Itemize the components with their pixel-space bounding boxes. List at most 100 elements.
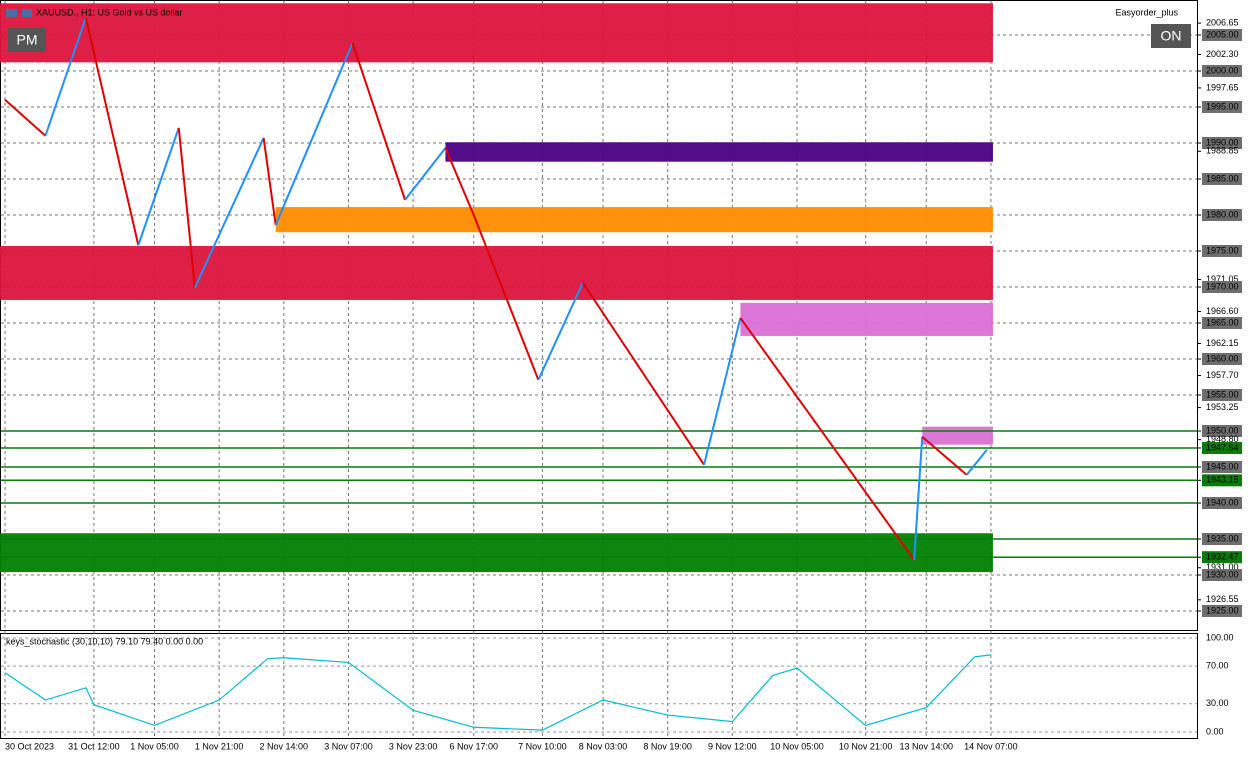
tick-box — [1202, 474, 1242, 487]
price-label: 1926.55 — [1206, 594, 1239, 604]
zigzag-segment — [581, 282, 705, 466]
stoch-label: 0.00 — [1206, 726, 1224, 736]
zigzag-segment — [921, 435, 968, 476]
price-label: 1948.80 — [1206, 434, 1239, 444]
tick-box — [1202, 460, 1242, 473]
price-label: 2005.00 — [1206, 29, 1239, 39]
price-label: 1932.47 — [1206, 552, 1239, 562]
tick-box — [1202, 604, 1242, 617]
tick-box — [1202, 280, 1242, 293]
zigzag-segment — [472, 214, 540, 381]
price-label: 1997.65 — [1206, 82, 1239, 92]
price-label: 2002.30 — [1206, 49, 1239, 59]
price-label: 1985.00 — [1206, 173, 1239, 183]
zigzag-segment — [4, 99, 47, 137]
pm-button-label[interactable]: PM — [17, 32, 38, 48]
price-label: 1925.00 — [1206, 605, 1239, 615]
stoch-label: 100.00 — [1206, 632, 1234, 642]
zone — [275, 207, 993, 233]
on-button[interactable] — [1151, 24, 1191, 48]
time-label: 13 Nov 14:00 — [900, 741, 954, 751]
zone — [0, 3, 993, 63]
price-label: 2000.00 — [1206, 65, 1239, 75]
price-label: 1931.00 — [1206, 562, 1239, 572]
tick-box — [1202, 496, 1242, 509]
price-label: 1960.00 — [1206, 353, 1239, 363]
price-label: 1930.00 — [1206, 569, 1239, 579]
price-label: 1990.00 — [1206, 137, 1239, 147]
tick-box — [1202, 352, 1242, 365]
time-label: 8 Nov 19:00 — [643, 741, 692, 751]
time-label: 7 Nov 10:00 — [518, 741, 567, 751]
zigzag-segment — [194, 137, 265, 289]
tick-box — [1202, 316, 1242, 329]
zone — [740, 302, 993, 336]
on-button-label[interactable]: ON — [1161, 28, 1182, 44]
main-panel — [0, 0, 1198, 631]
zigzag-segment — [444, 147, 475, 216]
price-label: 1947.64 — [1206, 442, 1239, 452]
price-label: 1945.00 — [1206, 461, 1239, 471]
zone — [922, 426, 993, 445]
chart-icon — [22, 9, 32, 17]
time-label: 1 Nov 21:00 — [195, 741, 244, 751]
tick-box — [1202, 28, 1242, 41]
indicator-panel — [0, 633, 1198, 739]
price-label: 1980.00 — [1206, 209, 1239, 219]
pm-button[interactable] — [8, 28, 46, 52]
chart-title: XAUUSD., H1: US Gold vs US dollar — [36, 7, 183, 17]
price-label: 1966.60 — [1206, 306, 1239, 316]
zigzag-segment — [404, 147, 447, 201]
tick-box — [1202, 568, 1242, 581]
price-label: 1975.00 — [1206, 245, 1239, 255]
time-label: 2 Nov 14:00 — [260, 741, 309, 751]
price-label: 1940.00 — [1206, 497, 1239, 507]
price-label: 1955.00 — [1206, 389, 1239, 399]
price-label: 1935.00 — [1206, 533, 1239, 543]
zigzag-segment — [262, 137, 277, 226]
time-label: 1 Nov 05:00 — [130, 741, 179, 751]
tick-box — [1202, 208, 1242, 221]
time-label: 8 Nov 03:00 — [579, 741, 628, 751]
zigzag-segment — [537, 282, 584, 381]
time-label: 31 Oct 12:00 — [68, 741, 120, 751]
price-label: 2006.65 — [1206, 17, 1239, 27]
tick-box — [1202, 551, 1242, 564]
price-label: 1971.05 — [1206, 274, 1239, 284]
tick-box — [1202, 64, 1242, 77]
zigzag-segment — [177, 127, 196, 288]
time-label: 6 Nov 17:00 — [449, 741, 498, 751]
price-label: 1950.00 — [1206, 425, 1239, 435]
time-label: 30 Oct 2023 — [5, 741, 54, 751]
zone — [445, 142, 993, 162]
tick-box — [1202, 424, 1242, 437]
zigzag-segment — [965, 449, 988, 476]
stoch-label: 30.00 — [1206, 698, 1229, 708]
price-label: 1957.70 — [1206, 370, 1239, 380]
time-label: 10 Nov 05:00 — [770, 741, 824, 751]
time-label: 10 Nov 21:00 — [839, 741, 893, 751]
tick-box — [1202, 441, 1242, 454]
price-label: 1962.15 — [1206, 338, 1239, 348]
zigzag-segment — [913, 436, 924, 560]
zigzag-segment — [703, 317, 742, 466]
tick-box — [1202, 100, 1242, 113]
tick-box — [1202, 172, 1242, 185]
stochastic-line — [4, 654, 991, 731]
time-label: 3 Nov 23:00 — [389, 741, 438, 751]
price-label: 1995.00 — [1206, 101, 1239, 111]
price-label: 1953.25 — [1206, 402, 1239, 412]
zigzag-segment — [274, 42, 354, 226]
chart-icon — [6, 9, 17, 17]
price-label: 1943.15 — [1206, 475, 1239, 485]
time-label: 14 Nov 07:00 — [964, 741, 1018, 751]
expert-name: Easyorder_plus — [1115, 7, 1178, 17]
stoch-label: 70.00 — [1206, 661, 1229, 671]
zigzag-segment — [44, 17, 87, 137]
price-label: 1988.85 — [1206, 146, 1239, 156]
indicator-label: keys_stochastic (30,10,10) 79.10 79.40 0… — [6, 636, 203, 646]
tick-box — [1202, 136, 1242, 149]
zigzag-segment — [137, 127, 180, 246]
time-label: 3 Nov 07:00 — [324, 741, 373, 751]
